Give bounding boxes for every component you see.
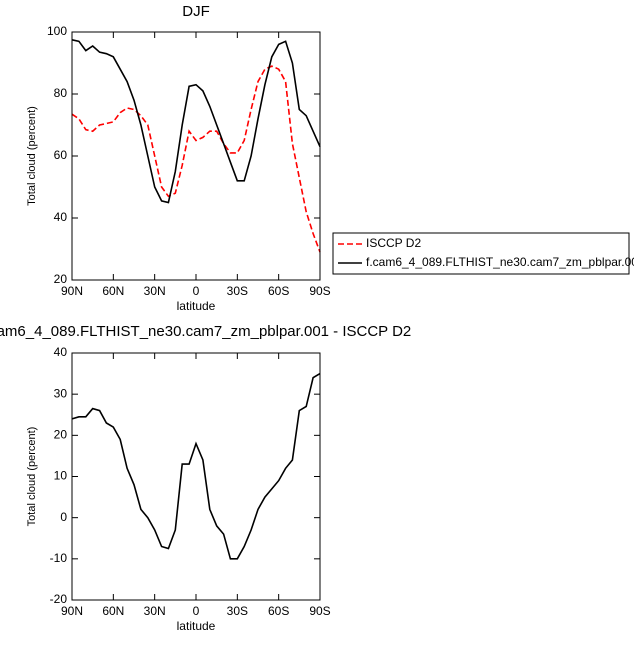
y-tick-label: -10 (50, 551, 68, 565)
x-axis-label: latitude (177, 299, 216, 313)
x-tick-label: 90S (309, 604, 330, 618)
y-tick-label: 40 (54, 345, 68, 359)
y-tick-label: 40 (54, 210, 68, 224)
x-tick-label: 90N (61, 604, 83, 618)
y-tick-label: 20 (54, 272, 68, 286)
y-tick-label: 100 (47, 24, 67, 38)
y-axis-label: Total cloud (percent) (26, 427, 38, 527)
y-tick-label: 30 (54, 386, 68, 400)
x-tick-label: 60S (268, 284, 289, 298)
legend-label: f.cam6_4_089.FLTHIST_ne30.cam7_zm_pblpar… (366, 255, 634, 269)
y-tick-label: 60 (54, 148, 68, 162)
series-line (71, 39, 321, 204)
legend-label: ISCCP D2 (366, 236, 421, 250)
x-tick-label: 60S (268, 604, 289, 618)
legend-box (332, 232, 630, 275)
y-tick-label: 20 (54, 428, 68, 442)
chart-title: f.cam6_4_089.FLTHIST_ne30.cam7_zm_pblpar… (0, 323, 411, 340)
x-tick-label: 0 (193, 284, 200, 298)
y-axis-label: Total cloud (percent) (26, 106, 38, 206)
x-tick-label: 30S (227, 284, 248, 298)
x-tick-label: 90N (61, 284, 83, 298)
x-tick-label: 60N (102, 604, 124, 618)
x-axis-label: latitude (177, 619, 216, 633)
x-tick-label: 0 (193, 604, 200, 618)
series-line (71, 65, 321, 253)
y-tick-label: 80 (54, 86, 68, 100)
x-tick-label: 60N (102, 284, 124, 298)
y-tick-label: -20 (50, 592, 68, 606)
series-line (71, 372, 321, 560)
plot-frame (71, 31, 321, 281)
x-tick-label: 30S (227, 604, 248, 618)
x-tick-label: 30N (144, 284, 166, 298)
y-tick-label: 10 (54, 469, 68, 483)
x-tick-label: 90S (309, 284, 330, 298)
y-tick-label: 0 (60, 510, 67, 524)
chart-title: DJF (182, 3, 210, 20)
x-tick-label: 30N (144, 604, 166, 618)
plot-frame (71, 352, 321, 601)
